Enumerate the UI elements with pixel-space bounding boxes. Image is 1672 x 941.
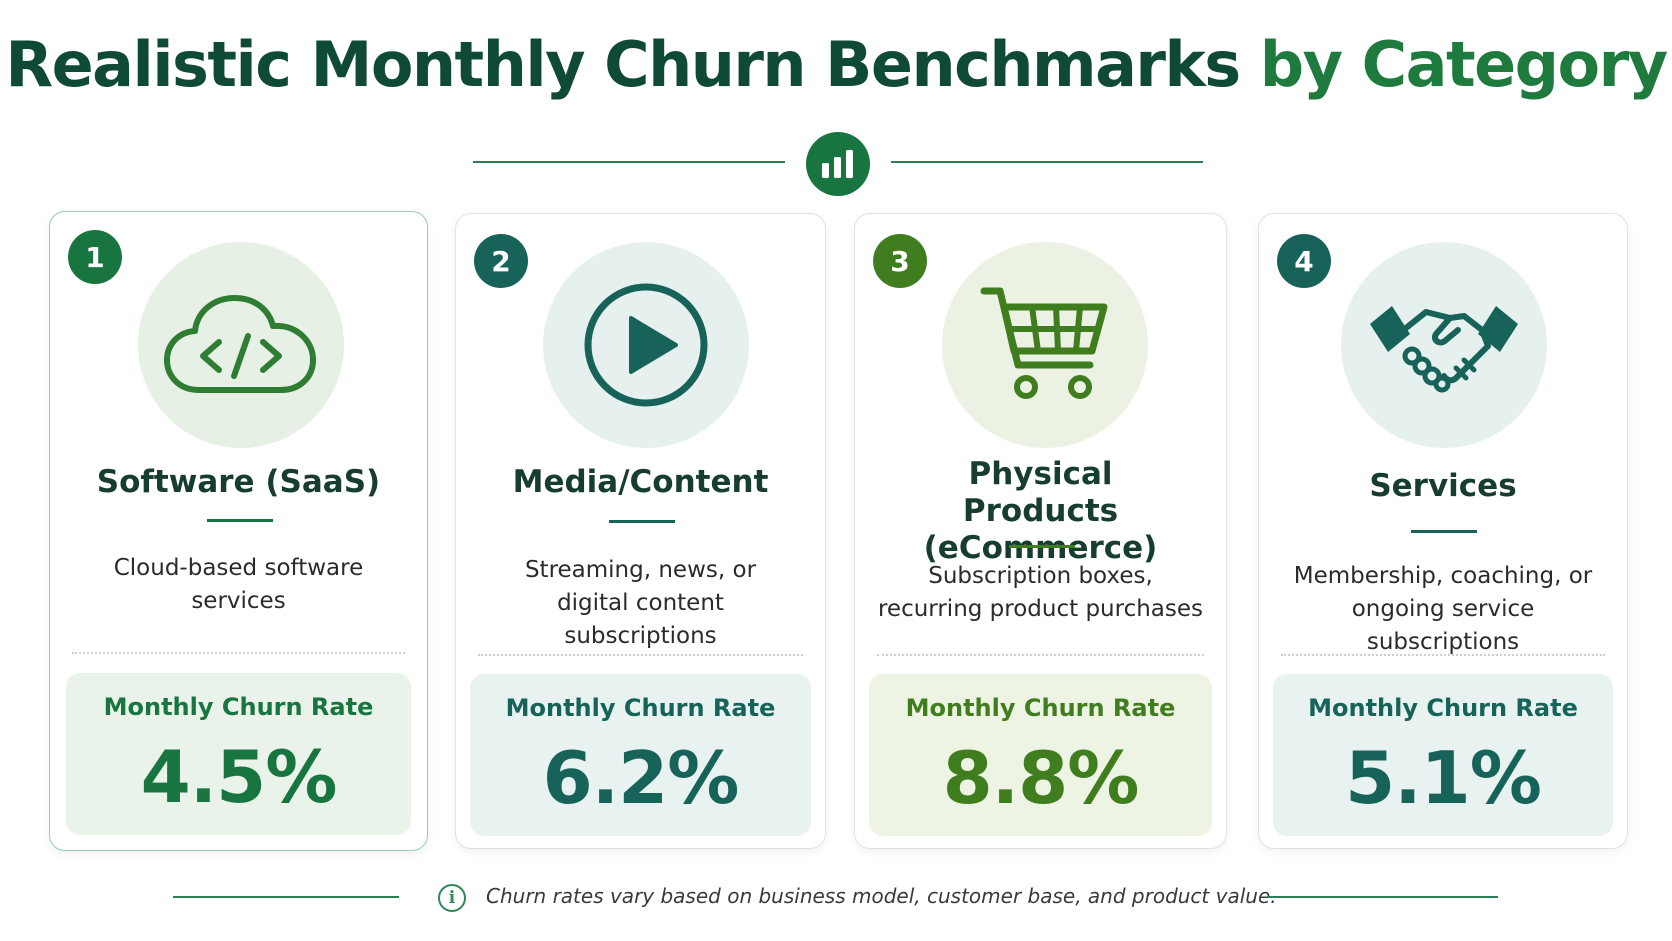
churn-rate-value: 8.8% <box>942 736 1140 820</box>
category-card-media: 2 Media/Content Streaming, news, or digi… <box>455 213 826 849</box>
card-description: Streaming, news, or digital content subs… <box>524 557 757 649</box>
footer-note: Churn rates vary based on business model… <box>486 884 1277 908</box>
card-title: Services <box>1369 468 1517 504</box>
card-description: Membership, coaching, or ongoing service… <box>1293 563 1593 655</box>
card-number-badge: 4 <box>1277 234 1331 288</box>
divider-line-left <box>473 161 785 163</box>
category-card-ecommerce: 3 Physical Products (eCommerce) Subscrip… <box>854 213 1227 849</box>
handshake-icon <box>1370 306 1518 393</box>
page-title-accent: by Category <box>1259 28 1668 101</box>
title-underline <box>1009 545 1075 548</box>
card-number-badge: 2 <box>474 234 528 288</box>
churn-rate-label: Monthly Churn Rate <box>505 694 776 722</box>
icon-circle <box>138 242 344 448</box>
dotted-divider <box>478 654 803 656</box>
churn-rate-label: Monthly Churn Rate <box>905 694 1176 722</box>
churn-rate-box: Monthly Churn Rate 6.2% <box>470 674 811 836</box>
churn-rate-label: Monthly Churn Rate <box>1308 694 1578 722</box>
divider-line-right <box>891 161 1203 163</box>
cloud-code-icon <box>164 295 316 393</box>
page-title-main: Realistic Monthly Churn Benchmarks <box>5 28 1241 101</box>
icon-circle <box>942 242 1148 448</box>
icon-circle <box>1341 242 1547 448</box>
title-underline <box>207 519 273 522</box>
title-underline <box>609 520 675 523</box>
card-title: Media/Content <box>512 464 769 500</box>
dotted-divider <box>72 652 405 654</box>
title-underline <box>1411 530 1477 533</box>
card-description: Subscription boxes, recurring product pu… <box>877 563 1204 622</box>
churn-rate-value: 5.1% <box>1345 736 1542 820</box>
footer-line-right <box>1268 896 1498 898</box>
page-title: Realistic Monthly Churn Benchmarks by Ca… <box>0 28 1672 101</box>
card-description: Cloud-based software services <box>113 555 364 614</box>
card-title: Physical Products (eCommerce) <box>923 456 1158 566</box>
card-title: Software (SaaS) <box>96 464 381 500</box>
footer-line-left <box>173 896 399 898</box>
category-card-saas: 1 Software (SaaS) Cloud-based software s… <box>49 211 428 851</box>
bar-chart-icon <box>806 132 870 196</box>
icon-circle <box>543 242 749 448</box>
play-icon <box>584 283 708 407</box>
churn-rate-box: Monthly Churn Rate 8.8% <box>869 674 1212 836</box>
shopping-cart-icon <box>980 287 1108 399</box>
churn-rate-value: 4.5% <box>140 735 338 819</box>
card-number-badge: 1 <box>68 230 122 284</box>
category-card-services: 4 Services Membership, coaching, or ongo… <box>1258 213 1628 849</box>
card-number-badge: 3 <box>873 234 927 288</box>
info-icon: i <box>438 884 466 912</box>
churn-rate-box: Monthly Churn Rate 4.5% <box>66 673 411 835</box>
churn-rate-box: Monthly Churn Rate 5.1% <box>1273 674 1613 836</box>
churn-rate-label: Monthly Churn Rate <box>103 693 374 721</box>
dotted-divider <box>877 654 1204 656</box>
dotted-divider <box>1281 654 1605 656</box>
churn-rate-value: 6.2% <box>542 736 740 820</box>
